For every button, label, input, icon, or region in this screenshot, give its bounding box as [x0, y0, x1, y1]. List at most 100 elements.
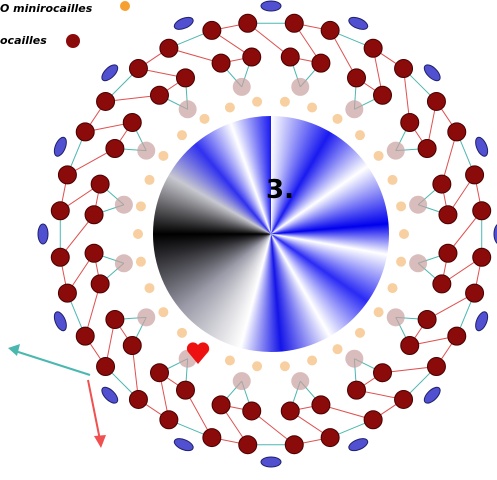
- mini-bead: [279, 361, 290, 372]
- blue-bead: [173, 438, 194, 452]
- mini-bead: [177, 327, 188, 338]
- red-bead: [284, 13, 304, 33]
- mini-bead: [396, 201, 407, 212]
- red-bead: [363, 38, 383, 58]
- faded-bead: [137, 141, 156, 160]
- faded-bead: [409, 195, 428, 214]
- red-bead: [238, 13, 258, 33]
- red-bead: [417, 310, 437, 330]
- red-bead: [311, 53, 331, 73]
- red-bead: [373, 363, 393, 383]
- red-bead: [175, 68, 195, 88]
- blue-bead: [37, 223, 49, 245]
- arrow: [87, 379, 101, 441]
- mini-bead: [144, 174, 155, 185]
- mini-bead: [354, 130, 365, 141]
- center-disc: [153, 116, 389, 352]
- mini-bead: [133, 229, 143, 239]
- red-bead: [128, 389, 148, 409]
- blue-bead: [348, 16, 369, 30]
- red-bead: [211, 395, 231, 415]
- red-bead: [320, 428, 340, 448]
- mini-bead: [158, 307, 169, 318]
- faded-bead: [114, 195, 133, 214]
- red-bead: [90, 174, 110, 194]
- red-bead: [438, 205, 458, 225]
- red-bead: [149, 85, 169, 105]
- red-bead: [122, 336, 142, 356]
- mini-bead: [332, 344, 343, 355]
- mini-bead: [387, 174, 398, 185]
- thread: [59, 22, 483, 446]
- mini-bead: [252, 361, 263, 372]
- faded-bead: [291, 77, 310, 96]
- mini-bead: [307, 355, 318, 366]
- legend-label: O minirocailles: [0, 2, 93, 15]
- mini-bead: [224, 355, 235, 366]
- mini-bead: [354, 327, 365, 338]
- red-bead: [447, 122, 467, 142]
- mini-bead: [399, 229, 409, 239]
- red-bead: [50, 201, 70, 221]
- mini-bead: [373, 307, 384, 318]
- red-bead: [284, 435, 304, 455]
- blue-bead: [101, 386, 119, 404]
- red-bead: [96, 91, 116, 111]
- mini-bead: [307, 102, 318, 113]
- faded-bead: [291, 372, 310, 391]
- red-bead: [394, 389, 414, 409]
- legend-swatch: [120, 1, 130, 11]
- red-bead: [400, 112, 420, 132]
- red-bead: [84, 243, 104, 263]
- red-bead: [211, 53, 231, 73]
- red-bead: [347, 68, 367, 88]
- blue-bead: [423, 386, 441, 404]
- mini-bead: [332, 113, 343, 124]
- mini-bead: [396, 256, 407, 267]
- mini-bead: [224, 102, 235, 113]
- mini-bead: [135, 201, 146, 212]
- red-bead: [280, 401, 300, 421]
- red-bead: [75, 326, 95, 346]
- faded-bead: [232, 77, 251, 96]
- red-bead: [426, 91, 446, 111]
- faded-bead: [232, 372, 251, 391]
- red-bead: [417, 138, 437, 158]
- red-bead: [50, 247, 70, 267]
- red-bead: [105, 310, 125, 330]
- mini-bead: [135, 256, 146, 267]
- blue-bead: [423, 64, 441, 82]
- red-bead: [149, 363, 169, 383]
- arrow: [11, 349, 91, 376]
- step-number: 3.: [266, 175, 294, 205]
- red-bead: [159, 410, 179, 430]
- red-bead: [447, 326, 467, 346]
- blue-bead: [475, 311, 489, 332]
- red-bead: [57, 283, 77, 303]
- red-bead: [465, 165, 485, 185]
- red-bead: [472, 247, 492, 267]
- blue-bead: [260, 0, 282, 12]
- mini-bead: [387, 283, 398, 294]
- red-bead: [311, 395, 331, 415]
- faded-bead: [386, 141, 405, 160]
- red-bead: [400, 336, 420, 356]
- red-bead: [75, 122, 95, 142]
- faded-bead: [178, 100, 197, 119]
- faded-bead: [386, 308, 405, 327]
- mini-bead: [158, 150, 169, 161]
- arrow-head: [94, 435, 106, 448]
- red-bead: [105, 138, 125, 158]
- blue-bead: [348, 438, 369, 452]
- blue-bead: [260, 456, 282, 468]
- blue-bead: [53, 311, 67, 332]
- red-bead: [373, 85, 393, 105]
- red-bead: [465, 283, 485, 303]
- legend-swatch: [66, 34, 80, 48]
- mini-bead: [199, 113, 210, 124]
- mini-bead: [144, 283, 155, 294]
- faded-bead: [137, 308, 156, 327]
- red-bead: [159, 38, 179, 58]
